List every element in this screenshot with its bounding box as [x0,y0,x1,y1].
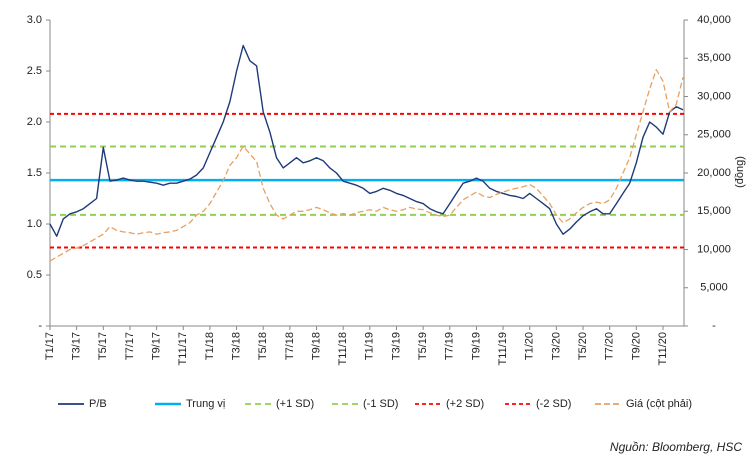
y-tick-label: 3.0 [27,14,42,26]
x-tick-label: T7/19 [444,332,456,360]
source: Nguồn: Bloomberg, HSC [610,440,742,454]
y-tick-label: 0.5 [27,269,42,281]
x-tick-label: T5/19 [417,332,429,360]
y-tick-label: 1.5 [27,167,42,179]
legend-label: (+2 SD) [446,398,484,410]
series-line [49,69,684,262]
series-line [49,44,684,237]
x-tick-label: T1/19 [364,332,376,360]
x-tick-label: T3/18 [230,332,242,360]
legend-label: (-2 SD) [536,398,571,410]
x-tick-label: T3/20 [550,332,562,360]
legend-label: Giá (cột phải) [626,398,692,410]
y-tick-label: - [38,320,42,332]
x-tick-label: T11/20 [657,332,669,365]
y2-tick-label: - [712,320,716,332]
y2-tick-label: 15,000 [697,205,731,217]
x-tick-label: T9/18 [310,332,322,360]
x-tick-label: T7/18 [284,332,296,360]
x-tick-label: T9/20 [630,332,642,360]
legend-label: P/B [89,398,107,410]
x-tick-label: T11/17 [177,332,189,365]
y2-tick-label: 20,000 [697,167,731,179]
x-tick-label: T7/20 [604,332,616,360]
y2-tick-label: 30,000 [697,90,731,102]
x-tick-label: T9/17 [151,332,163,360]
x-tick-label: T7/17 [124,332,136,360]
y-tick-label: 1.0 [27,218,42,230]
legend-label: (+1 SD) [276,398,314,410]
legend-label: (-1 SD) [363,398,398,410]
x-tick-label: T1/18 [204,332,216,360]
x-tick-label: T9/19 [470,332,482,360]
x-tick-label: T3/19 [390,332,402,360]
x-tick-label: T1/20 [524,332,536,360]
x-tick-label: T1/17 [44,332,56,360]
x-tick-label: T5/20 [577,332,589,360]
y2-tick-label: 35,000 [697,52,731,64]
y-tick-label: 2.5 [27,65,42,77]
y2-tick-label: 5,000 [700,282,728,294]
x-tick-label: T3/17 [71,332,83,360]
y2-tick-label: 40,000 [697,14,731,26]
x-tick-label: T11/18 [337,332,349,365]
y2-axis-label: (đồng) [734,156,746,188]
x-tick-label: T5/17 [97,332,109,360]
x-tick-label: T11/19 [497,332,509,365]
y-tick-label: 2.0 [27,116,42,128]
x-tick-label: T5/18 [257,332,269,360]
y2-tick-label: 10,000 [697,243,731,255]
legend-label: Trung vị [186,398,225,410]
y2-tick-label: 25,000 [697,129,731,141]
